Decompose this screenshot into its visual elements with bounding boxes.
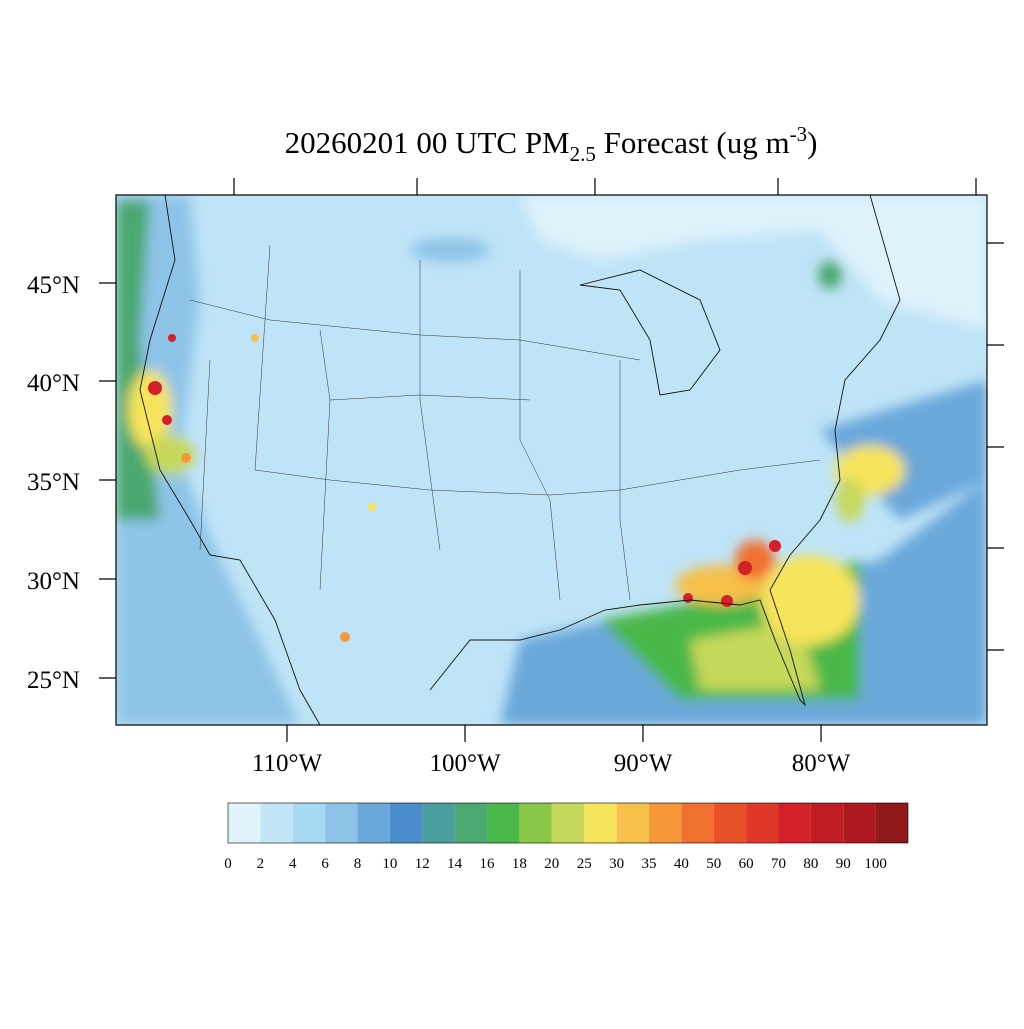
title-superscript: -3 — [790, 122, 808, 146]
colorbar-box — [389, 803, 423, 843]
colorbar-box — [681, 803, 714, 843]
colorbar-label: 14 — [447, 856, 463, 872]
colorbar-box — [843, 803, 876, 843]
colorbar-box — [422, 803, 455, 843]
colorbar-box — [810, 803, 844, 843]
colorbar-box — [292, 803, 326, 843]
colorbar-label: 30 — [609, 856, 624, 872]
colorbar-label: 80 — [803, 856, 818, 872]
colorbar-label: 20 — [544, 856, 559, 872]
longitude-label: 100°W — [429, 750, 500, 777]
map-field — [116, 195, 987, 725]
colorbar-label: 8 — [354, 856, 362, 872]
longitude-label: 80°W — [792, 750, 851, 777]
longitude-label: 110°W — [252, 750, 323, 777]
colorbar-box — [228, 803, 261, 843]
colorbar-label: 90 — [836, 856, 851, 872]
latitude-label: 40°N — [27, 370, 80, 397]
colorbar-label: 50 — [706, 856, 721, 872]
colorbar-label: 60 — [739, 856, 754, 872]
colorbar-label: 6 — [321, 856, 329, 872]
colorbar-box — [648, 803, 682, 843]
colorbar-label: 10 — [382, 856, 397, 872]
colorbar-label: 2 — [257, 856, 265, 872]
title-main: 20260201 00 UTC PM — [285, 125, 570, 160]
colorbar-box — [519, 803, 552, 843]
colorbar-box — [260, 803, 293, 843]
colorbar-box — [487, 803, 520, 843]
colorbar-box — [746, 803, 779, 843]
colorbar-box — [875, 803, 908, 843]
colorbar-label: 40 — [674, 856, 689, 872]
map-frame — [115, 194, 988, 726]
colorbar-label: 12 — [415, 856, 430, 872]
colorbar-frame — [227, 802, 909, 844]
colorbar-box — [584, 803, 617, 843]
latitude-label: 25°N — [27, 667, 80, 694]
longitude-label: 90°W — [614, 750, 673, 777]
colorbar-box — [713, 803, 747, 843]
colorbar-label: 35 — [641, 856, 656, 872]
title-subscript: 2.5 — [570, 142, 596, 166]
latitude-label: 35°N — [27, 469, 80, 496]
latitude-label: 45°N — [27, 272, 80, 299]
colorbar-box — [454, 803, 488, 843]
colorbar-label: 100 — [864, 856, 887, 872]
title-end: ) — [807, 125, 817, 160]
colorbar-label: 70 — [771, 856, 786, 872]
colorbar-label: 18 — [512, 856, 527, 872]
colorbar-label: 0 — [224, 856, 232, 872]
colorbar-box — [616, 803, 649, 843]
colorbar-box — [325, 803, 358, 843]
colorbar-box — [778, 803, 811, 843]
frame-ticks — [99, 178, 1004, 742]
colorbar-label: 25 — [577, 856, 592, 872]
title-rest: Forecast (ug m — [596, 125, 790, 160]
colorbar-box — [357, 803, 390, 843]
latitude-label: 30°N — [27, 568, 80, 595]
title: 20260201 00 UTC PM2.5 Forecast (ug m-3) — [285, 122, 818, 166]
colorbar-label: 16 — [480, 856, 496, 872]
colorbar-label: 4 — [289, 856, 297, 872]
colorbar-box — [551, 803, 585, 843]
